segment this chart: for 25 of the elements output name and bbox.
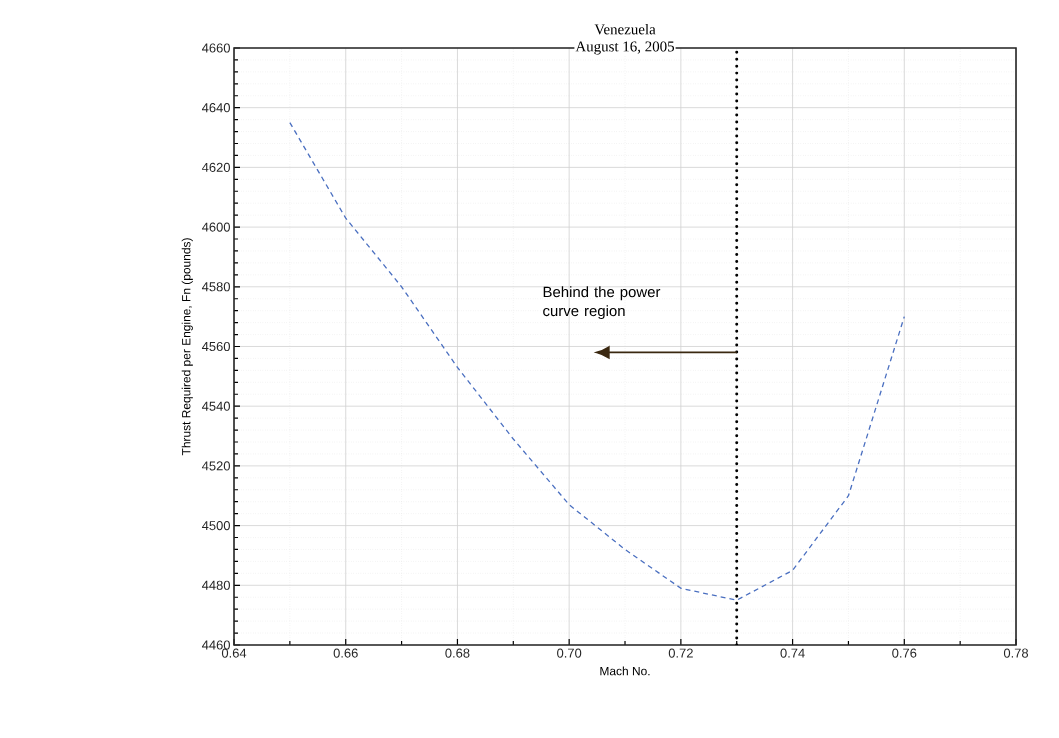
x-tick-label: 0.78 (1003, 648, 1029, 658)
y-tick-label: 4520 (201, 461, 230, 471)
y-tick-label: 4660 (201, 43, 230, 53)
y-tick-label: 4640 (201, 103, 230, 113)
y-tick-label: 4500 (201, 521, 230, 531)
annotation: Behind the power curve region (543, 286, 661, 320)
y-tick-label: 4600 (201, 222, 230, 232)
x-tick-label: 0.64 (221, 648, 247, 658)
x-tick-label: 0.70 (557, 648, 582, 658)
x-tick-label: 0.68 (445, 648, 470, 658)
y-tick-label: 4620 (201, 162, 230, 172)
y-tick-label: 4580 (201, 282, 230, 292)
x-tick-label: 0.76 (892, 648, 917, 658)
chart-title: Venezuela (594, 23, 656, 35)
y-axis-title: Thrust Required per Engine, Fn (pounds) (181, 238, 193, 456)
y-tick-label: 4560 (201, 341, 230, 352)
line-series (289, 121, 905, 601)
y-tick-label: 4460 (201, 640, 230, 650)
x-axis-title: Mach No. (600, 666, 650, 676)
y-tick-label: 4480 (201, 580, 230, 590)
x-tick-label: 0.74 (780, 648, 805, 658)
x-tick-label: 0.66 (333, 648, 358, 658)
chart-subtitle: August 16, 2005 (575, 41, 675, 55)
y-tick-label: 4540 (201, 401, 230, 411)
x-tick-label: 0.72 (668, 648, 693, 658)
